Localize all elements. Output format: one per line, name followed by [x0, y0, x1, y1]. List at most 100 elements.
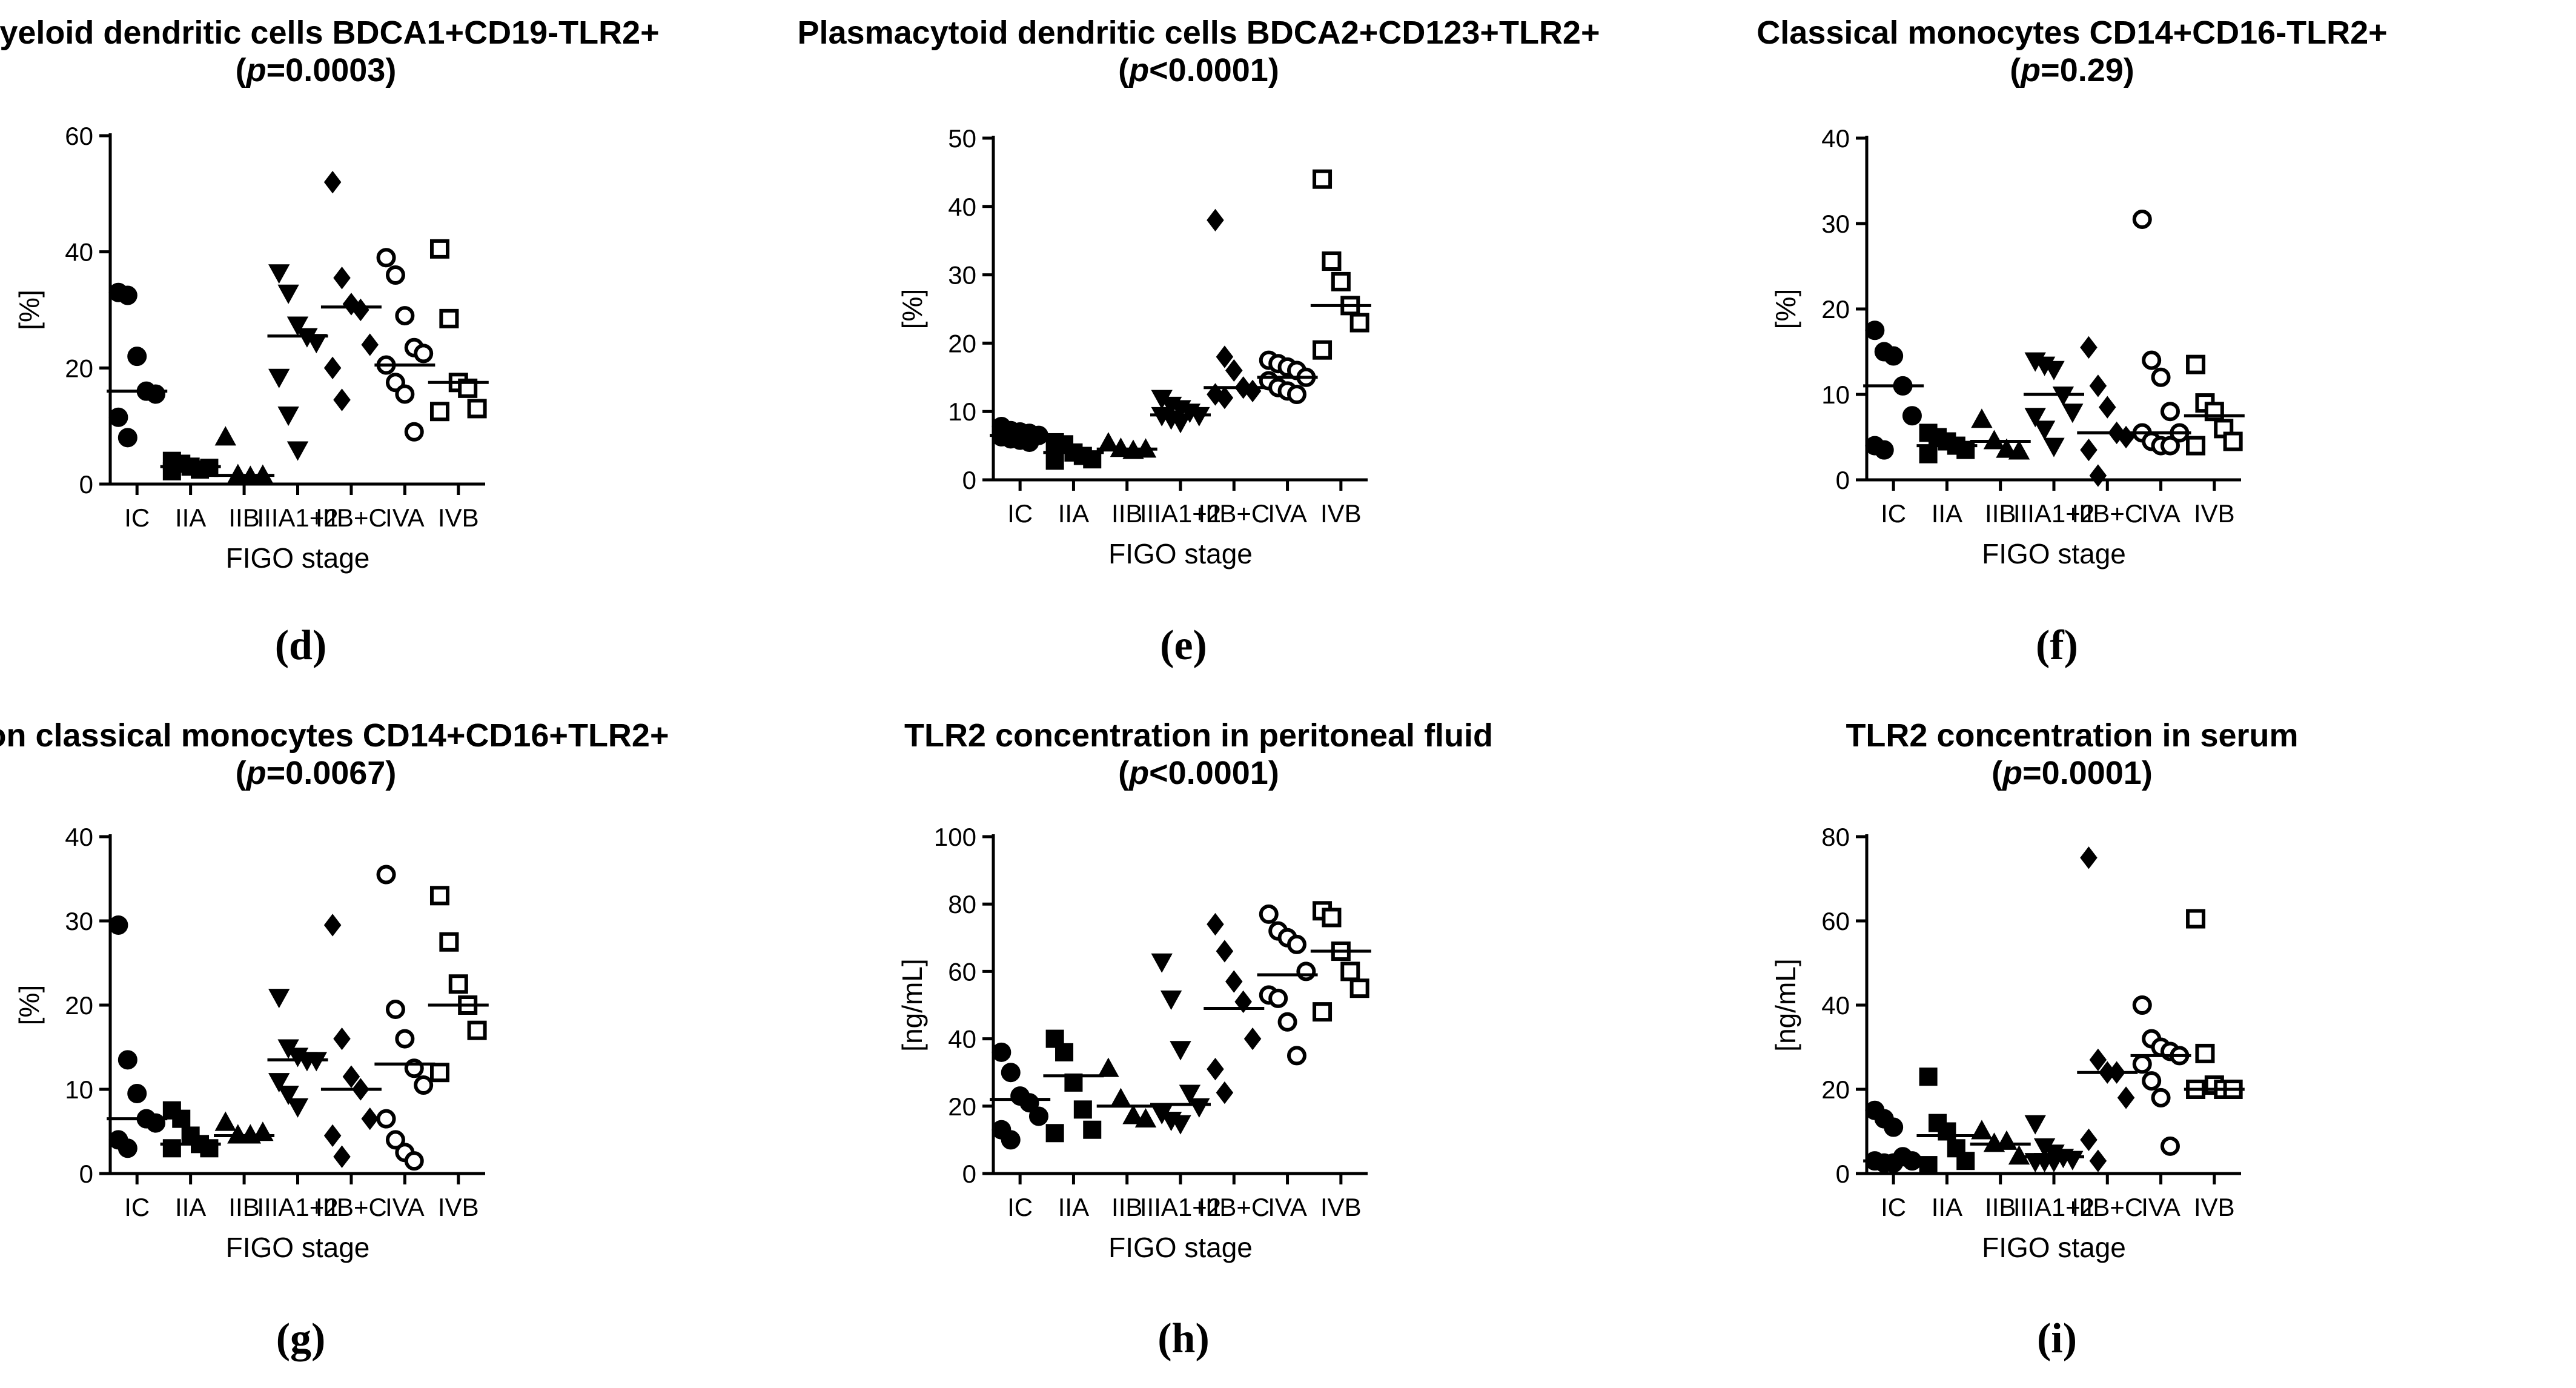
y-tick-label: 0: [79, 470, 93, 499]
x-tick-label: IIIB+C: [316, 503, 387, 532]
data-point: [127, 1083, 147, 1103]
data-point: [1045, 1124, 1064, 1143]
data-point: [333, 388, 351, 411]
y-tick-label: 40: [948, 193, 976, 221]
data-point: [1313, 1002, 1333, 1022]
y-tick-label: 0: [962, 1160, 976, 1188]
data-point: [214, 426, 236, 446]
data-point: [268, 989, 290, 1009]
data-point: [118, 1050, 137, 1070]
data-point: [1349, 978, 1369, 998]
data-point: [2033, 420, 2056, 440]
x-axis-label: FIGO stage: [226, 542, 370, 574]
data-point: [1151, 953, 1173, 973]
data-point: [1296, 961, 1316, 981]
x-tick-label: IIIA1+2: [2013, 1193, 2094, 1221]
x-tick-label: IIA: [1932, 499, 1962, 528]
y-tick-label: 80: [1821, 823, 1850, 851]
y-tick-label: 20: [65, 354, 93, 382]
data-point: [2132, 995, 2152, 1015]
y-tick-label: 0: [1836, 1160, 1850, 1188]
data-point: [1971, 1120, 1993, 1140]
data-point: [1956, 440, 1975, 459]
y-tick-label: 10: [948, 397, 976, 426]
data-point: [429, 239, 449, 259]
data-point: [1322, 908, 1342, 928]
panel-label: (f): [2036, 622, 2078, 669]
data-point: [342, 1065, 360, 1088]
p-value-label: (p<0.0001): [1118, 755, 1279, 791]
y-tick-label: 20: [65, 991, 93, 1020]
data-point: [2080, 439, 2098, 462]
data-point: [1083, 1120, 1102, 1139]
x-tick-label: IC: [1007, 499, 1033, 528]
data-point: [1045, 451, 1064, 470]
data-point: [2043, 360, 2065, 380]
x-tick-label: IIB: [228, 503, 259, 532]
data-point: [1001, 1063, 1021, 1083]
data-point: [1971, 408, 1993, 428]
data-point: [1122, 1104, 1144, 1124]
data-point: [1919, 1156, 1938, 1175]
data-point: [323, 1124, 342, 1147]
x-tick-label: IC: [1881, 1193, 1906, 1221]
data-point: [1001, 1130, 1021, 1150]
data-point: [1073, 1100, 1092, 1119]
data-point: [2132, 1054, 2152, 1074]
data-point: [214, 1111, 236, 1131]
y-tick-label: 0: [1836, 466, 1850, 494]
y-tick-label: 30: [65, 907, 93, 935]
data-point: [2151, 1087, 2171, 1107]
data-point: [1179, 1084, 1201, 1104]
data-point: [429, 1063, 449, 1083]
data-point: [376, 865, 396, 885]
y-tick-label: 40: [1821, 124, 1850, 153]
data-point: [342, 293, 360, 316]
data-point: [1349, 313, 1369, 333]
data-point: [1884, 1117, 1904, 1137]
y-tick-label: 20: [948, 329, 976, 357]
y-axis-label: [%]: [1770, 289, 1801, 329]
data-point: [1884, 1153, 1904, 1173]
data-point: [1216, 386, 1234, 410]
y-tick-label: 40: [65, 238, 93, 267]
y-tick-label: 30: [1821, 210, 1850, 238]
x-tick-label: IC: [124, 1193, 150, 1221]
x-tick-label: IIIB+C: [2071, 1193, 2143, 1221]
x-tick-label: IIIB+C: [1198, 499, 1270, 528]
x-tick-label: IIB: [1111, 499, 1142, 528]
data-point: [395, 1029, 415, 1049]
data-point: [1216, 1081, 1234, 1104]
data-point: [277, 284, 299, 304]
data-point: [1259, 904, 1279, 924]
x-tick-label: IVA: [385, 503, 425, 532]
y-tick-label: 40: [65, 823, 93, 851]
p-value-label: (p<0.0001): [1118, 52, 1279, 88]
data-point: [118, 1138, 137, 1158]
data-point: [108, 915, 128, 935]
p-value-label: (p=0.0001): [1992, 755, 2153, 791]
data-point: [1902, 406, 1922, 426]
data-point: [268, 368, 290, 388]
x-tick-label: IVB: [1320, 1193, 1362, 1221]
y-tick-label: 10: [65, 1075, 93, 1104]
data-point: [361, 1107, 379, 1131]
data-point: [2186, 354, 2206, 374]
chart-panel-i: TLR2 concentration in serum(p=0.0001) 0 20…: [1770, 717, 2299, 1362]
data-point: [118, 285, 137, 305]
y-axis-label: [%]: [896, 289, 928, 329]
data-point: [333, 267, 351, 290]
data-point: [1207, 1057, 1224, 1081]
y-tick-label: 80: [948, 890, 976, 918]
panel-label: (d): [275, 622, 327, 669]
y-tick-label: 0: [962, 466, 976, 494]
x-tick-label: IIIB+C: [1198, 1193, 1270, 1221]
x-tick-label: IIIA1+2: [257, 1193, 338, 1221]
data-point: [1234, 990, 1252, 1014]
x-tick-label: IIA: [1058, 499, 1089, 528]
y-axis-label: [ng/mL]: [1770, 958, 1801, 1051]
data-point: [2117, 1086, 2135, 1109]
data-point: [2142, 1071, 2162, 1091]
data-point: [1098, 432, 1119, 452]
